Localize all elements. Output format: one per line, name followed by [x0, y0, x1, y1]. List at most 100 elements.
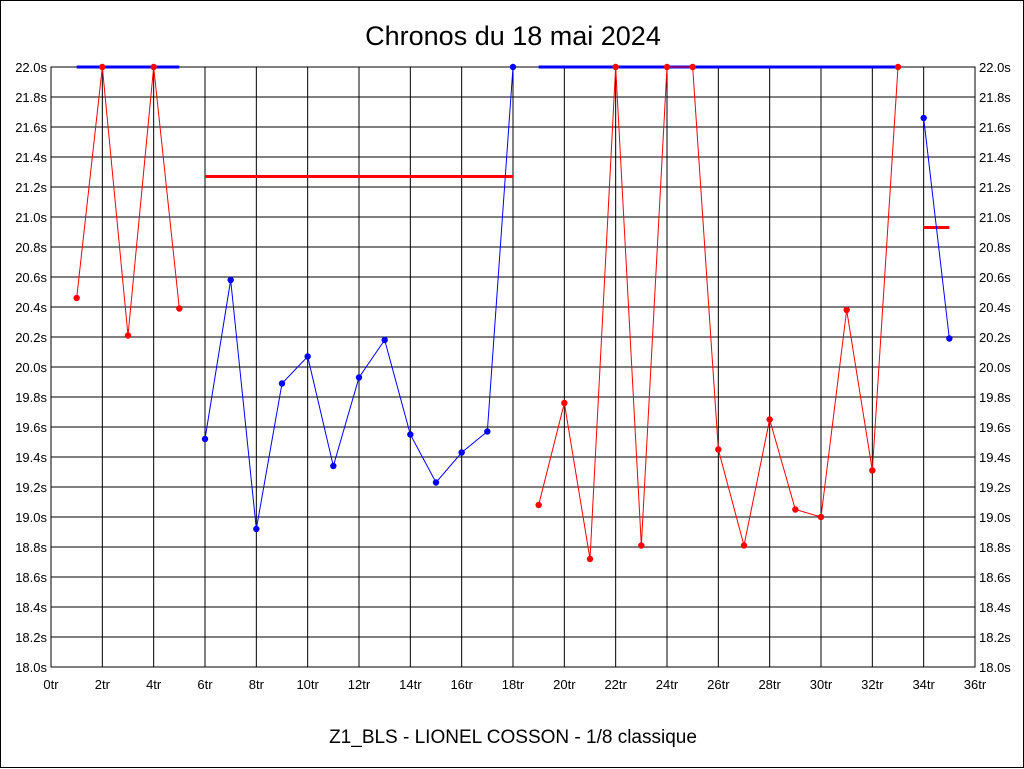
- data-point: [638, 542, 645, 549]
- y-tick-label: 20.2s: [15, 330, 47, 345]
- data-point: [355, 374, 363, 381]
- data-point: [150, 63, 157, 71]
- data-point: [407, 431, 414, 438]
- y-tick-label-right: 18.0s: [979, 660, 1011, 675]
- x-tick-label: 34tr: [912, 677, 935, 692]
- data-point: [227, 276, 234, 284]
- data-point: [509, 63, 517, 71]
- y-tick-label: 21.4s: [15, 150, 47, 165]
- x-tick-labels: 0tr 2tr 4tr 6tr 8tr 10tr 12tr 14tr 16tr 18tr 20tr 2…: [43, 677, 986, 692]
- data-point: [561, 399, 568, 407]
- data-point: [201, 435, 209, 443]
- x-tick-label: 14tr: [399, 677, 422, 692]
- x-tick-label: 8tr: [249, 677, 265, 692]
- y-tick-label-right: 19.4s: [979, 450, 1011, 465]
- x-tick-label: 10tr: [296, 677, 319, 692]
- data-point: [73, 294, 80, 302]
- x-tick-label: 2tr: [95, 677, 111, 692]
- y-tick-label: 21.8s: [15, 90, 47, 105]
- y-tick-label-right: 21.4s: [979, 150, 1011, 165]
- y-tick-label: 20.4s: [15, 300, 47, 315]
- series-line: [76, 66, 180, 336]
- series: [73, 63, 953, 563]
- y-tick-labels-right: 18.0s 18.2s 18.4s 18.6s 18.8s 19.0s 19.2s 19.4s…: [979, 60, 1011, 675]
- x-tick-label: 26tr: [707, 677, 730, 692]
- y-tick-label-right: 19.2s: [979, 480, 1011, 495]
- data-point: [766, 416, 773, 423]
- chart-title: Chronos du 18 mai 2024: [365, 21, 661, 51]
- data-point: [817, 513, 825, 521]
- y-tick-label: 21.0s: [15, 210, 47, 225]
- grid: [50, 66, 976, 668]
- x-tick-label: 28tr: [758, 677, 781, 692]
- y-tick-label: 19.4s: [15, 450, 47, 465]
- y-tick-label: 22.0s: [15, 60, 47, 75]
- y-tick-labels-left: 18.0s 18.2s 18.4s 18.6s 18.8s 19.0s 19.2s 19.4s…: [15, 60, 47, 675]
- y-tick-label: 19.0s: [15, 510, 47, 525]
- y-tick-label: 18.6s: [15, 570, 47, 585]
- y-tick-label: 20.6s: [15, 270, 47, 285]
- y-tick-label-right: 22.0s: [979, 60, 1011, 75]
- y-tick-label-right: 20.4s: [979, 300, 1011, 315]
- data-point: [715, 446, 722, 453]
- y-tick-label-right: 21.0s: [979, 210, 1011, 225]
- data-point: [843, 306, 850, 314]
- y-tick-label-right: 20.2s: [979, 330, 1011, 345]
- y-tick-label: 19.2s: [15, 480, 47, 495]
- data-point: [99, 63, 106, 71]
- y-tick-label-right: 18.8s: [979, 540, 1011, 555]
- x-tick-label: 20tr: [553, 677, 576, 692]
- data-point: [586, 555, 594, 563]
- data-point: [946, 335, 953, 342]
- x-tick-label: 12tr: [348, 677, 371, 692]
- y-tick-label-right: 21.6s: [979, 120, 1011, 135]
- data-point: [124, 332, 132, 339]
- y-tick-label: 18.0s: [15, 660, 47, 675]
- x-tick-label: 0tr: [43, 677, 59, 692]
- y-tick-label: 18.4s: [15, 600, 47, 615]
- y-tick-label-right: 20.0s: [979, 360, 1011, 375]
- y-tick-label: 21.6s: [15, 120, 47, 135]
- data-point: [381, 336, 388, 344]
- y-tick-label: 19.8s: [15, 390, 47, 405]
- y-tick-label-right: 18.4s: [979, 600, 1011, 615]
- x-tick-label: 16tr: [450, 677, 473, 692]
- data-point: [869, 467, 876, 474]
- x-tick-label: 6tr: [197, 677, 213, 692]
- data-point: [535, 501, 542, 509]
- chart-subtitle: Z1_BLS - LIONEL COSSON - 1/8 classique: [329, 727, 697, 748]
- y-tick-label-right: 20.8s: [979, 240, 1011, 255]
- data-point: [278, 380, 286, 387]
- x-tick-label: 36tr: [964, 677, 987, 692]
- data-point: [612, 63, 619, 71]
- x-tick-label: 24tr: [656, 677, 679, 692]
- x-tick-label: 18tr: [502, 677, 525, 692]
- y-tick-label-right: 19.6s: [979, 420, 1011, 435]
- x-tick-label: 32tr: [861, 677, 884, 692]
- y-tick-label: 19.6s: [15, 420, 47, 435]
- data-point: [253, 525, 260, 533]
- y-tick-label-right: 21.8s: [979, 90, 1011, 105]
- data-point: [330, 462, 337, 470]
- data-point: [484, 428, 491, 435]
- y-tick-label-right: 19.8s: [979, 390, 1011, 405]
- y-tick-label: 18.8s: [15, 540, 47, 555]
- y-tick-label-right: 21.2s: [979, 180, 1011, 195]
- data-point: [304, 353, 311, 360]
- data-point: [894, 63, 902, 71]
- x-tick-label: 4tr: [146, 677, 162, 692]
- y-tick-label-right: 18.6s: [979, 570, 1011, 585]
- y-tick-label-right: 18.2s: [979, 630, 1011, 645]
- data-point: [458, 449, 465, 456]
- data-point: [176, 305, 183, 312]
- y-tick-label: 21.2s: [15, 180, 47, 195]
- series-line: [923, 117, 950, 339]
- y-tick-label: 20.8s: [15, 240, 47, 255]
- y-tick-label: 20.0s: [15, 360, 47, 375]
- x-tick-label: 30tr: [810, 677, 833, 692]
- x-tick-label: 22tr: [604, 677, 627, 692]
- y-tick-label: 18.2s: [15, 630, 47, 645]
- data-point: [689, 63, 696, 71]
